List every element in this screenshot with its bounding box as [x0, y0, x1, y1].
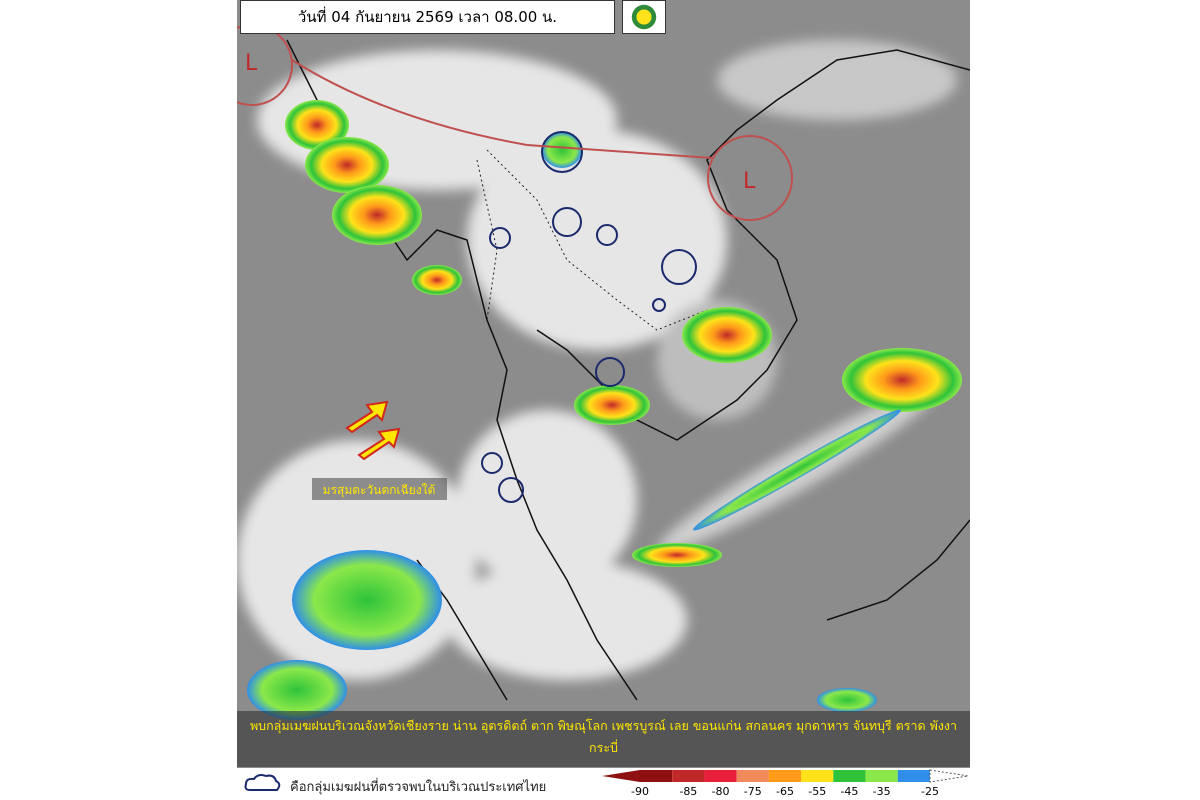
scale-end [929, 769, 969, 783]
low-label: L [743, 169, 756, 194]
scale-swatch [865, 770, 898, 782]
monsoon-label-bg [312, 478, 447, 500]
scale-label: -75 [744, 785, 762, 798]
borders [476, 149, 708, 331]
scale-label: -25 [921, 785, 939, 798]
scale-label: -80 [712, 785, 730, 798]
monsoon-arrows [345, 400, 401, 461]
caption: พบกลุ่มเมฆฝนบริเวณจังหวัดเชียงราย น่าน อ… [237, 711, 970, 767]
scale-swatch [768, 770, 802, 782]
scale-label: -85 [679, 785, 697, 798]
scale-swatch [640, 770, 673, 782]
title: วันที่ 04 กันยายน 2569 เวลา 08.00 น. [297, 8, 558, 26]
legend-note: คือกลุ่มเมฆฝนที่ตรวจพบในบริเวณประเทศไทย [290, 780, 547, 795]
scale-end [602, 770, 640, 782]
title-box: วันที่ 04 กันยายน 2569 เวลา 08.00 น. [240, 0, 615, 34]
scale-swatch [897, 770, 930, 782]
rain-cells [247, 100, 962, 720]
scale-swatch [801, 770, 834, 782]
scale-label: -65 [776, 785, 794, 798]
logo [622, 0, 666, 34]
cloud-outlines [481, 131, 697, 503]
scale-swatch [833, 770, 866, 782]
cloud-icon [244, 774, 281, 791]
scale-label: -35 [873, 785, 891, 798]
caption-line: พบกลุ่มเมฆฝนบริเวณจังหวัดเชียงราย น่าน อ… [249, 718, 958, 733]
scale-swatch [736, 770, 769, 782]
low-label: L [245, 51, 258, 76]
color-scale: -90 -85 -80 -75 -65 -55 -45 -35 -25 [602, 769, 969, 798]
scale-label: -90 [631, 785, 649, 798]
satellite-map: L L มรสุมตะวันตกเฉียงใต้ [237, 0, 970, 768]
scale-swatch [704, 770, 737, 782]
scale-label: -45 [840, 785, 858, 798]
scale-swatch [672, 770, 705, 782]
caption-line: กระบี่ [589, 740, 618, 755]
monsoon-label: มรสุมตะวันตกเฉียงใต้ [323, 483, 436, 498]
scale-label: -55 [808, 785, 826, 798]
